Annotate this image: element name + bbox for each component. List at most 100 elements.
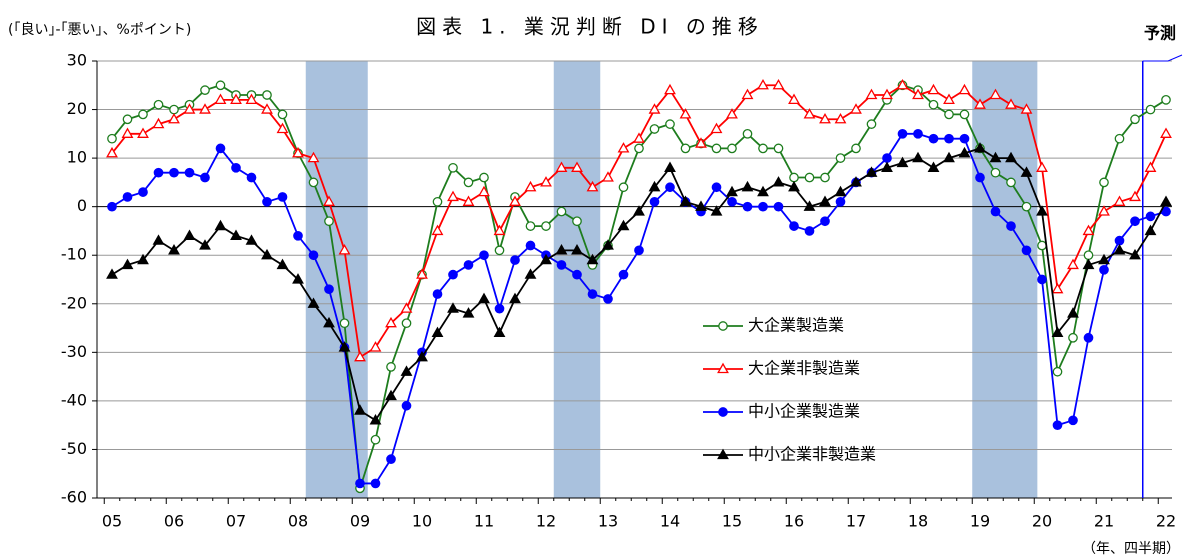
data-point <box>199 103 211 114</box>
data-point <box>277 192 288 202</box>
y-tick-label: -40 <box>61 390 87 409</box>
x-tick-label: 15 <box>722 512 742 531</box>
legend-label: 中小企業製造業 <box>748 402 860 421</box>
data-point <box>990 206 1001 217</box>
data-point <box>230 229 242 240</box>
data-point <box>169 104 179 115</box>
chart-title: 図表 1. 業況判断 DI の推移 <box>416 15 764 39</box>
data-point <box>664 161 676 172</box>
data-point <box>215 143 226 154</box>
data-point <box>493 224 506 236</box>
data-point <box>184 167 195 178</box>
data-point <box>386 362 396 372</box>
data-point <box>168 244 180 255</box>
data-point <box>634 143 644 154</box>
data-point <box>293 230 303 241</box>
data-point <box>665 182 675 193</box>
data-point <box>1114 133 1125 144</box>
data-point <box>648 103 661 114</box>
y-axis-label: (｢良い｣-｢悪い｣、%ポイント) <box>8 22 191 38</box>
data-point <box>230 93 242 104</box>
data-point <box>649 124 660 134</box>
data-point <box>1052 420 1063 431</box>
y-tick-label: 0 <box>77 196 87 215</box>
data-point <box>138 109 148 120</box>
data-point <box>913 128 923 139</box>
data-point <box>292 146 304 158</box>
data-point <box>819 195 831 206</box>
data-point <box>820 216 830 227</box>
data-point <box>834 185 847 197</box>
data-point <box>618 182 629 193</box>
data-point <box>308 177 319 188</box>
data-point <box>718 407 728 417</box>
data-point <box>664 83 676 95</box>
data-point <box>245 93 258 104</box>
data-point <box>1098 205 1110 216</box>
data-point <box>152 234 165 245</box>
data-point <box>602 171 614 182</box>
data-point <box>717 362 729 374</box>
data-point <box>866 119 877 129</box>
data-point <box>370 478 381 489</box>
data-point <box>850 103 862 114</box>
data-point <box>757 78 769 90</box>
series <box>106 142 1172 425</box>
data-point <box>865 166 878 177</box>
data-point <box>292 273 304 284</box>
data-point <box>509 195 521 206</box>
data-point <box>199 239 211 250</box>
data-point <box>354 404 366 415</box>
x-tick-label: 18 <box>908 512 928 531</box>
data-point <box>974 142 986 153</box>
data-point <box>586 253 599 265</box>
x-tick-label: 09 <box>350 512 370 531</box>
data-point <box>494 303 505 314</box>
data-point <box>541 221 551 231</box>
data-point <box>1099 177 1109 188</box>
x-tick-label: 16 <box>784 512 804 531</box>
data-point <box>571 244 583 255</box>
data-point <box>555 161 568 172</box>
data-point <box>168 112 180 124</box>
data-point <box>448 269 458 280</box>
data-point <box>370 434 381 445</box>
data-point <box>865 88 878 100</box>
data-point <box>741 88 754 100</box>
data-point <box>803 200 816 211</box>
data-point <box>1021 245 1032 256</box>
data-point <box>633 132 645 143</box>
data-point <box>927 83 940 95</box>
data-point <box>385 316 397 328</box>
data-point <box>324 216 334 227</box>
data-point <box>1130 216 1140 227</box>
data-point <box>1145 211 1156 222</box>
data-point <box>1145 104 1156 115</box>
data-point <box>416 268 428 279</box>
data-point <box>572 269 582 280</box>
data-point <box>107 201 117 212</box>
data-point <box>479 250 489 261</box>
data-point <box>617 142 630 153</box>
data-point <box>788 93 800 104</box>
data-point <box>493 326 506 338</box>
data-point <box>1005 98 1017 109</box>
data-point <box>603 294 613 304</box>
data-point <box>431 326 444 338</box>
data-point <box>587 289 598 299</box>
data-point <box>1160 195 1172 206</box>
data-point <box>214 93 227 104</box>
x-tick-label: 19 <box>970 512 990 531</box>
data-point <box>1144 224 1157 236</box>
data-point <box>479 172 489 183</box>
data-point <box>494 245 505 256</box>
data-point <box>727 196 737 207</box>
data-point <box>525 240 536 251</box>
x-tick-label: 07 <box>226 512 246 531</box>
data-point <box>1036 161 1048 172</box>
data-point <box>1113 195 1126 206</box>
y-tick-label: -20 <box>61 293 87 312</box>
data-point <box>718 321 728 331</box>
data-point <box>200 85 210 95</box>
